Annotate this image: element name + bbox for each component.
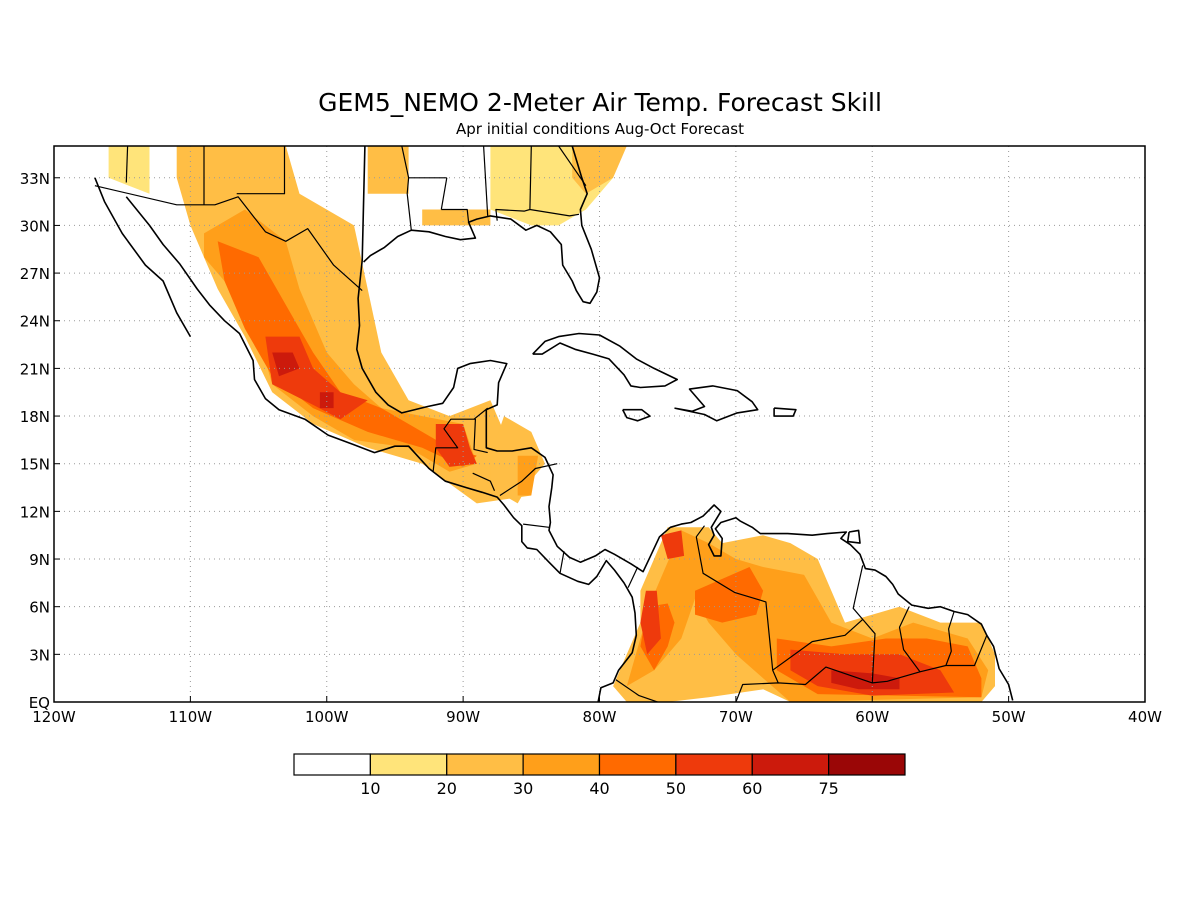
skill-region-21 (790, 649, 955, 696)
x-tick-label: 80W (583, 708, 617, 726)
chart-title: GEM5_NEMO 2-Meter Air Temp. Forecast Ski… (318, 88, 882, 117)
colorbar-label: 75 (818, 779, 838, 798)
colorbar: 10 20 30 40 50 60 75 (293, 753, 906, 798)
skill-region-19 (640, 590, 661, 655)
coastline (532, 332, 679, 389)
map-area (54, 146, 1145, 702)
colorbar-label: 50 (666, 779, 686, 798)
border-line (735, 635, 988, 702)
border-line (559, 550, 565, 574)
skill-region-7 (319, 392, 334, 409)
x-axis: 120W 110W 100W 90W 80W 70W 60W 50W 40W (32, 696, 1162, 726)
x-tick-label: 90W (446, 708, 480, 726)
grid-lines (54, 146, 1145, 702)
border-line (945, 611, 955, 666)
skill-fills (108, 146, 995, 702)
skill-region-10 (367, 146, 409, 194)
skill-region-11 (422, 209, 491, 226)
border-line (499, 463, 558, 497)
colorbar-swatch (369, 753, 448, 776)
x-tick-label: 40W (1128, 708, 1162, 726)
colorbar-swatch (446, 753, 524, 776)
x-tick-label: 100W (305, 708, 349, 726)
border-line (94, 185, 363, 292)
border-line (495, 146, 532, 221)
colorbar-swatch (522, 753, 601, 776)
border-line (627, 566, 639, 588)
colorbar-label: 30 (513, 779, 533, 798)
border-line (473, 407, 489, 420)
x-tick-label: 120W (32, 708, 76, 726)
y-tick-label: 18N (20, 408, 50, 426)
colorbar-swatch (828, 753, 906, 776)
coastlines (94, 146, 1014, 702)
colorbar-label: 10 (360, 779, 380, 798)
coastline (773, 407, 797, 417)
coastline (94, 177, 192, 337)
border-line (432, 418, 488, 472)
y-axis: EQ 3N 6N 9N 12N 15N 18N 21N 24N 27N 30N 33N (20, 170, 60, 712)
border-line (898, 606, 921, 673)
colorbar-label: 40 (589, 779, 609, 798)
x-tick-label: 50W (992, 708, 1026, 726)
y-tick-label: 6N (29, 599, 50, 617)
border-line (483, 146, 489, 216)
coastline (621, 408, 651, 422)
skill-region-17 (695, 567, 764, 623)
border-line (772, 618, 864, 671)
y-tick-label: 15N (20, 456, 50, 474)
x-tick-label: 110W (169, 708, 213, 726)
border-line (529, 208, 580, 217)
y-tick-label: 27N (20, 265, 50, 283)
skill-region-20 (660, 530, 685, 559)
coastline (674, 385, 759, 422)
coastline (846, 529, 861, 544)
coastline (355, 146, 1014, 701)
border-line (125, 146, 129, 183)
colorbar-swatch (751, 753, 830, 776)
coastline (125, 196, 638, 702)
political-borders (94, 146, 988, 702)
y-tick-label: 33N (20, 170, 50, 188)
y-tick-label: 24N (20, 313, 50, 331)
border-line (401, 146, 412, 231)
y-tick-label: 9N (29, 551, 50, 569)
skill-region-13 (572, 146, 627, 194)
x-tick-label: 70W (719, 708, 753, 726)
y-tick-label: 21N (20, 360, 50, 378)
border-line (236, 146, 286, 195)
border-line (441, 208, 470, 223)
y-tick-label: EQ (29, 694, 50, 712)
colorbar-swatch (598, 753, 677, 776)
chart-subtitle: Apr initial conditions Aug-Oct Forecast (456, 120, 744, 138)
y-tick-label: 3N (29, 646, 50, 664)
skill-region-2 (204, 209, 477, 472)
colorbar-label: 60 (742, 779, 762, 798)
border-line (472, 472, 496, 491)
y-tick-label: 30N (20, 217, 50, 235)
skill-region-6 (272, 352, 300, 377)
border-line (558, 146, 587, 187)
colorbar-swatch (675, 753, 753, 776)
colorbar-swatch (293, 753, 371, 776)
border-line (523, 523, 550, 528)
x-tick-label: 60W (855, 708, 889, 726)
y-tick-label: 12N (20, 503, 50, 521)
coastline (363, 146, 601, 305)
colorbar-label: 20 (437, 779, 457, 798)
border-line (615, 679, 660, 702)
skill-region-0 (108, 146, 150, 194)
border-line (440, 177, 448, 210)
